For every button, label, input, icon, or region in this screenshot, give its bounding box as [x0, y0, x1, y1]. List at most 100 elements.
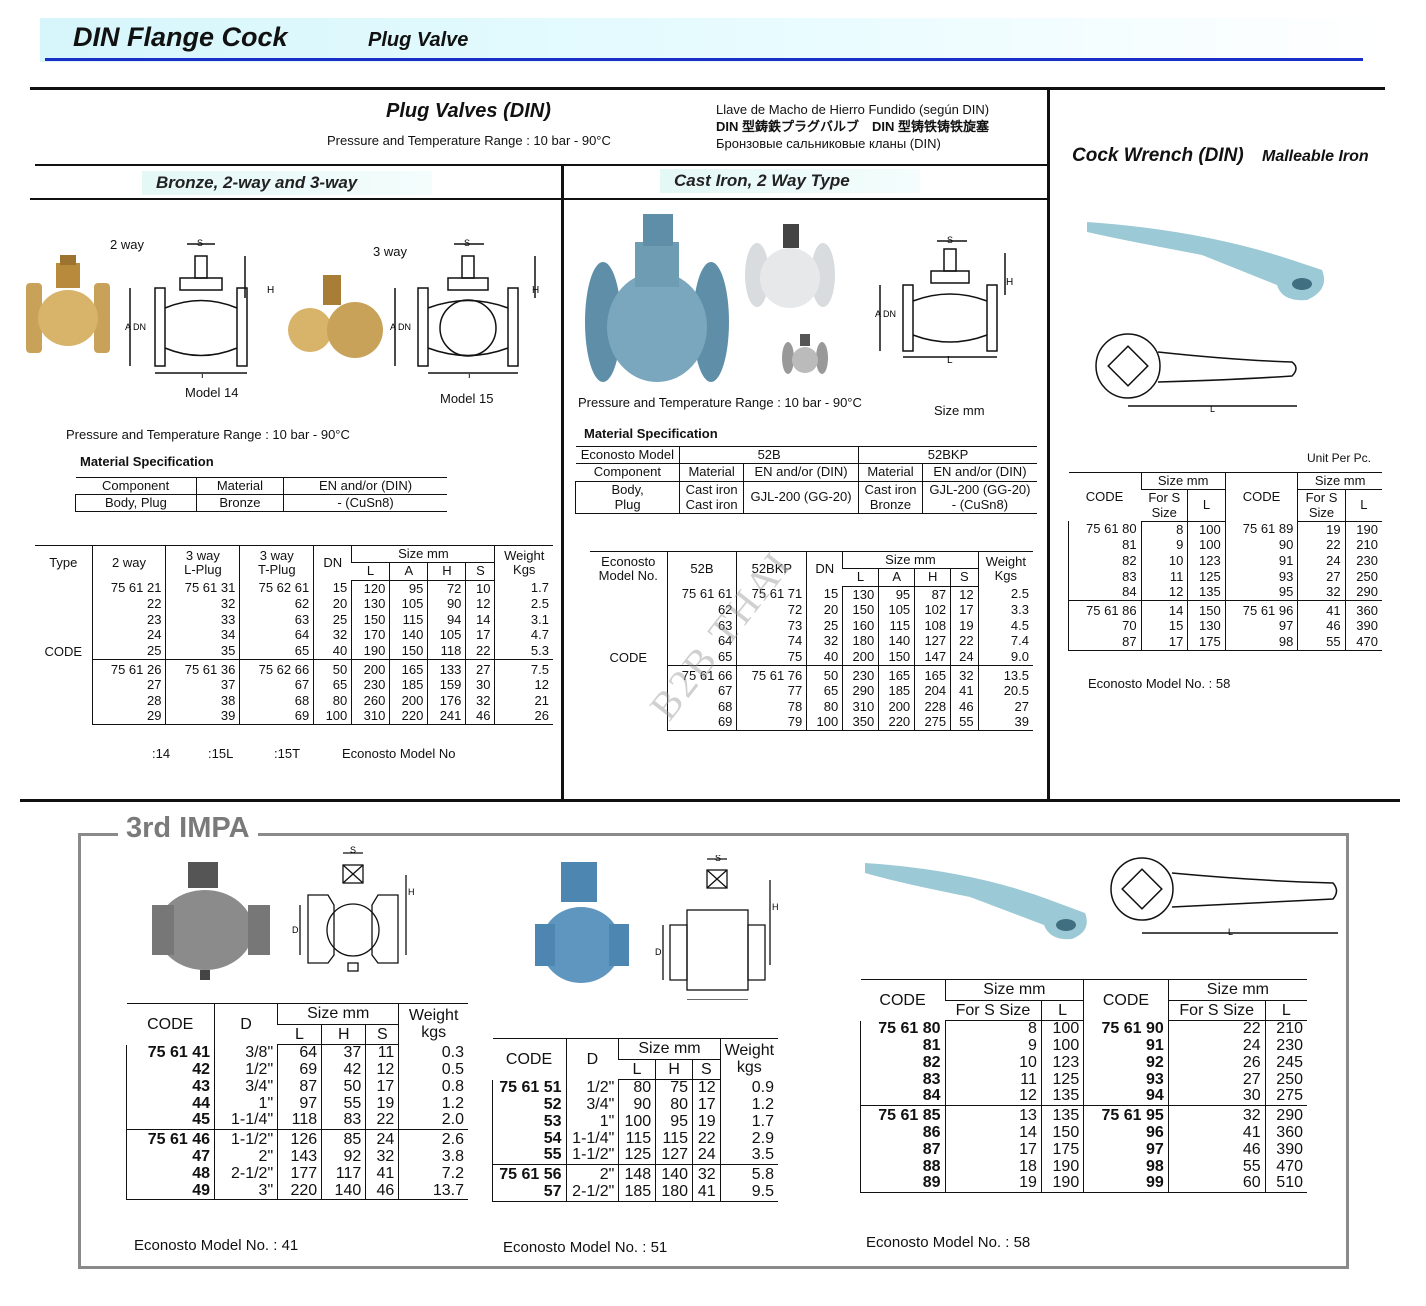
table-cell: 3/8"	[213, 1044, 278, 1062]
column-header: Component	[75, 476, 197, 496]
table-cell: 1/2"	[213, 1061, 278, 1079]
table-cell: 228	[914, 698, 951, 715]
table-cell: 37	[321, 1044, 366, 1062]
table-cell: 0.5	[398, 1061, 468, 1079]
translation-es: Llave de Macho de Hierro Fundido (según …	[716, 102, 990, 117]
table-cell: 87	[860, 1141, 946, 1159]
table-cell: 32	[692, 1164, 721, 1184]
table-cell: 190	[1040, 1174, 1084, 1194]
table-cell: 74	[736, 633, 807, 649]
table-cell: 3.1	[494, 611, 553, 628]
svg-text:S: S	[350, 845, 356, 855]
table-cell: 27	[977, 698, 1033, 715]
table-cell: 84	[1068, 584, 1142, 601]
table-cell: 150	[1040, 1124, 1084, 1142]
column-header: D	[213, 1002, 278, 1045]
table-cell: 8	[1140, 521, 1188, 538]
table-cell: 41	[365, 1165, 399, 1183]
table-cell: 11	[365, 1044, 399, 1062]
wrench-drawing: L	[1095, 333, 1297, 414]
table-cell: 90	[618, 1096, 656, 1114]
table-row: 75 61 41 3/8" 64 37 11 0.3	[126, 1044, 468, 1062]
table-cell: 12	[365, 1061, 399, 1079]
table-cell: 96	[1083, 1124, 1169, 1142]
table-cell: 190	[351, 642, 390, 660]
castiron-valve-photo-2	[745, 224, 835, 308]
column-header: For S Size	[945, 999, 1042, 1022]
table-cell: 40	[313, 642, 352, 660]
table-cell: 80	[313, 692, 352, 709]
table-row: 75 61 86 14 150 75 61 96 41 360	[1068, 599, 1382, 619]
table-cell: 75 61 89	[1224, 521, 1298, 538]
page-subtitle: Plug Valve	[368, 29, 469, 51]
column-header: Size mm	[944, 979, 1084, 1001]
table-cell: 7.2	[398, 1165, 468, 1183]
table-cell: 4.7	[494, 627, 553, 643]
column-header: H	[914, 568, 951, 587]
title-underline	[45, 58, 1363, 61]
table-cell: 98	[1083, 1158, 1169, 1176]
table-cell: 22	[465, 642, 495, 660]
label-3way: 3 way	[373, 244, 407, 259]
table-cell: 26	[1167, 1054, 1266, 1072]
impa51-footer: Econosto Model No. : 51	[503, 1239, 668, 1256]
data-table: Econosto Model No. 52B 52BKP DN Size mm Weigh…	[590, 550, 1033, 731]
table-cell: 93	[1083, 1071, 1169, 1089]
table-cell: 89	[860, 1174, 946, 1194]
column-header: CODE	[1083, 978, 1169, 1021]
table-cell: 64	[277, 1044, 322, 1062]
table-cell: 19	[950, 617, 979, 634]
column-header: CODE	[1068, 472, 1142, 522]
table-row: 84 12 135 95 32 290	[1068, 584, 1382, 601]
table-cell: 94	[1083, 1087, 1169, 1106]
table-cell: 117	[321, 1165, 366, 1183]
table-cell: 24	[91, 627, 166, 643]
table-cell: 84	[860, 1087, 946, 1106]
column-header: Material	[858, 463, 923, 482]
table-row: 75 61 80 8 100 75 61 89 19 190	[1068, 521, 1382, 538]
table-row: 88 18 190 98 55 470	[860, 1158, 1307, 1176]
table-cell: 90	[427, 596, 466, 612]
table-row: 22 32 62 20 130 105 90 12 2.5	[35, 596, 553, 612]
table-cell: 87	[1068, 634, 1142, 651]
table-cell: 165	[914, 664, 951, 684]
column-header: DN	[806, 551, 843, 587]
column-header: For S Size	[1141, 489, 1188, 522]
column-header: Type	[35, 545, 93, 581]
table-cell: 75 61 51	[492, 1079, 567, 1097]
table-cell: 19	[1297, 521, 1346, 538]
divider	[35, 164, 1047, 166]
data-table: CODE D Size mm Weight kgs L H S 75 61 51 1/2" 80 7…	[492, 1037, 778, 1202]
table-row: 69 79 100 350 220 275 55 39	[590, 714, 1033, 731]
table-cell: 41	[1297, 599, 1346, 619]
column-header: Size mm	[277, 1003, 399, 1025]
table-cell: 48	[126, 1165, 215, 1183]
table-cell: 190	[1344, 521, 1382, 538]
table-row: 25 35 65 40 190 150 118 22 5.3	[35, 642, 553, 660]
table-cell: 220	[277, 1182, 322, 1201]
table-cell: 140	[655, 1164, 693, 1184]
table-cell: 200	[842, 648, 879, 666]
table-cell: 123	[1187, 553, 1226, 569]
table-cell: 75 61 76	[736, 664, 807, 684]
column-header: L	[1187, 489, 1226, 522]
model-14-caption: Model 14	[185, 385, 239, 400]
table-cell: 1-1/2"	[213, 1129, 278, 1149]
column-header: 2 way	[91, 545, 166, 581]
impa41-footer: Econosto Model No. : 41	[134, 1237, 299, 1254]
wrench-subtitle: Malleable Iron	[1262, 148, 1369, 165]
divider	[30, 87, 1385, 90]
svg-text:H: H	[772, 902, 779, 912]
table-cell: 82	[1068, 553, 1142, 569]
table-cell: 275	[914, 714, 951, 731]
table-cell: 1-1/4"	[213, 1111, 278, 1130]
unit-per-pc: Unit Per Pc.	[1307, 451, 1372, 465]
bronze-material-title: Material Specification	[80, 454, 214, 469]
table-cell: 75 61 90	[1083, 1020, 1169, 1038]
table-cell: 15	[806, 586, 843, 603]
model-15-caption: Model 15	[440, 391, 494, 406]
table-cell: 23	[91, 611, 166, 628]
column-header: L	[842, 568, 879, 587]
table-cell: 12	[494, 677, 553, 693]
table-cell: 230	[1344, 553, 1382, 569]
